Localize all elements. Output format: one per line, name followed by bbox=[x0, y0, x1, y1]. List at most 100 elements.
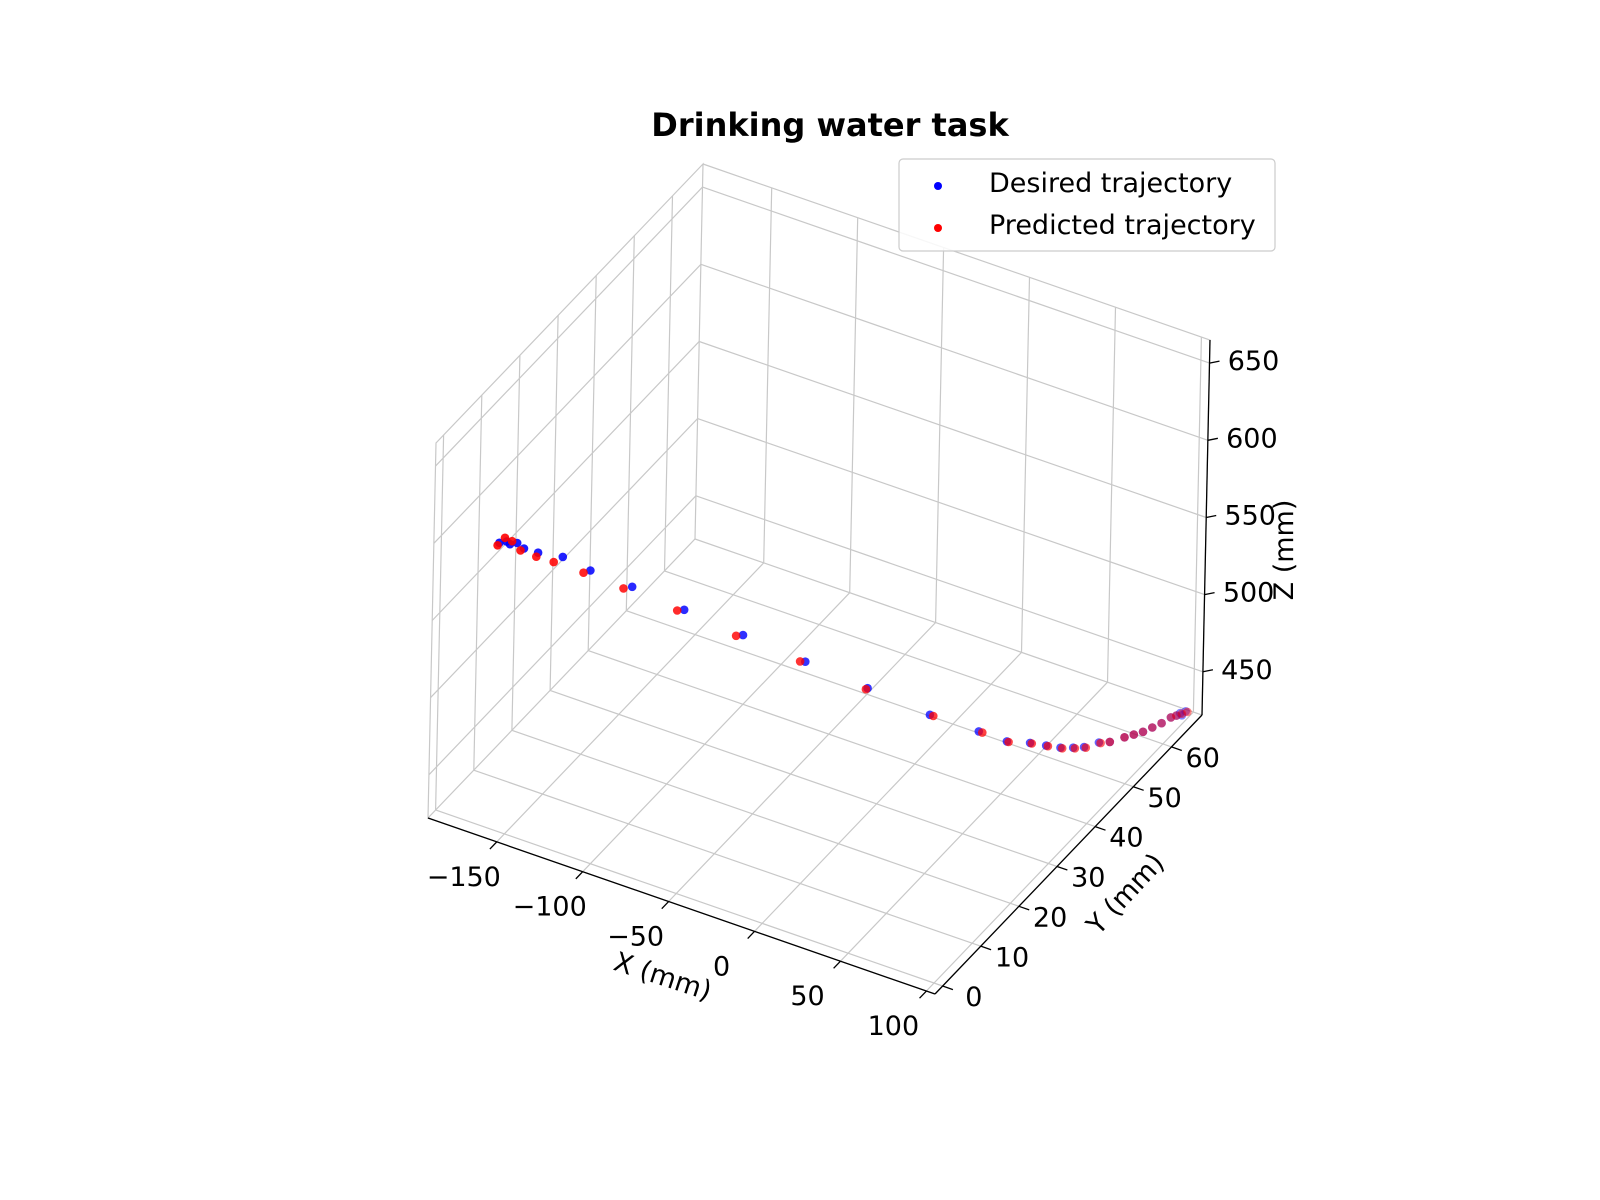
predicted-point-11 bbox=[861, 684, 871, 694]
y-tick-6 bbox=[1171, 746, 1183, 752]
x-axis-line bbox=[427, 817, 936, 995]
z-gridline-3 bbox=[433, 263, 1209, 544]
x-tick-4 bbox=[833, 960, 841, 969]
z-tick-label-4: 650 bbox=[1228, 346, 1280, 377]
y-gridline-4 bbox=[587, 275, 1096, 828]
x-tick-label-5: 100 bbox=[868, 1011, 920, 1042]
predicted-point-25 bbox=[1148, 723, 1157, 732]
y-tick-0 bbox=[942, 985, 954, 991]
predicted-point-1 bbox=[500, 533, 510, 543]
y-gridline-0 bbox=[434, 434, 943, 987]
predicted-point-26 bbox=[1157, 718, 1166, 728]
predicted-point-6 bbox=[579, 568, 588, 577]
y-tick-5 bbox=[1133, 786, 1144, 791]
y-tick-1 bbox=[980, 945, 992, 951]
z-gridline-1 bbox=[430, 417, 1205, 699]
desired-point-10 bbox=[738, 630, 748, 640]
z-tick-3 bbox=[1207, 437, 1218, 441]
x-tick-label-1: −100 bbox=[513, 892, 587, 923]
x-tick-1 bbox=[575, 871, 584, 880]
y-tick-4 bbox=[1094, 825, 1106, 831]
predicted-point-2 bbox=[507, 536, 517, 546]
predicted-point-13 bbox=[978, 728, 987, 737]
y-tick-3 bbox=[1056, 865, 1068, 871]
predicted-point-17 bbox=[1057, 744, 1067, 753]
y-tick-label-0: 0 bbox=[965, 982, 982, 1013]
z-tick-1 bbox=[1204, 591, 1215, 596]
x-gridline-2 bbox=[668, 247, 945, 902]
desired-point-7 bbox=[586, 566, 595, 575]
x-tick-3 bbox=[747, 930, 756, 939]
predicted-point-3 bbox=[516, 546, 525, 555]
x-gridline-5 bbox=[925, 336, 1202, 992]
x-tick-label-0: −150 bbox=[427, 862, 501, 893]
z-tick-label-2: 550 bbox=[1224, 501, 1276, 532]
predicted-point-4 bbox=[532, 552, 541, 561]
series-1 bbox=[493, 533, 1192, 753]
x-tick-label-2: −50 bbox=[607, 921, 664, 952]
z-gridline-2 bbox=[431, 340, 1207, 621]
predicted-point-9 bbox=[731, 631, 741, 641]
z-tick-label-1: 500 bbox=[1223, 578, 1275, 609]
predicted-point-27 bbox=[1166, 713, 1176, 722]
z-axis-label: Z (mm) bbox=[1269, 500, 1300, 601]
x-axis-label: X (mm) bbox=[610, 947, 715, 1008]
legend-label-predicted: Predicted trajectory bbox=[989, 210, 1256, 241]
x-tick-0 bbox=[489, 841, 498, 850]
z-axis-line bbox=[1201, 339, 1211, 716]
predicted-point-12 bbox=[929, 711, 938, 721]
predicted-point-20 bbox=[1096, 738, 1105, 748]
desired-point-31 bbox=[1177, 711, 1187, 720]
desired-point-6 bbox=[558, 552, 568, 562]
y-tick-2 bbox=[1018, 905, 1030, 911]
predicted-point-14 bbox=[1004, 737, 1013, 747]
z-tick-label-3: 600 bbox=[1226, 423, 1278, 454]
z-tick-4 bbox=[1209, 360, 1220, 364]
z-tick-0 bbox=[1202, 669, 1214, 673]
predicted-point-22 bbox=[1120, 733, 1129, 742]
y-gridline-3 bbox=[549, 315, 1058, 868]
y-gridline-6 bbox=[663, 195, 1172, 748]
axes-layer: −150−100−5005010001020304050604505005506… bbox=[427, 339, 1280, 1042]
predicted-point-29 bbox=[1177, 709, 1187, 718]
y-tick-label-1: 10 bbox=[995, 942, 1029, 973]
desired-point-32 bbox=[1181, 707, 1190, 716]
x-tick-2 bbox=[661, 901, 670, 910]
desired-point-9 bbox=[679, 605, 689, 615]
legend-marker-desired bbox=[934, 182, 942, 190]
predicted-point-15 bbox=[1027, 739, 1037, 748]
y-tick-label-3: 30 bbox=[1071, 863, 1105, 894]
z-tick-label-0: 450 bbox=[1221, 655, 1273, 686]
x-gridline-4 bbox=[840, 307, 1117, 962]
z-gridline-4 bbox=[435, 186, 1210, 467]
predicted-point-19 bbox=[1081, 743, 1091, 752]
y-axis-line bbox=[934, 714, 1203, 995]
predicted-point-16 bbox=[1043, 741, 1053, 751]
y-gridline-1 bbox=[473, 395, 981, 947]
y-tick-label-6: 60 bbox=[1186, 743, 1220, 774]
predicted-point-7 bbox=[619, 584, 628, 593]
predicted-point-21 bbox=[1105, 737, 1115, 747]
y-tick-label-2: 20 bbox=[1033, 903, 1067, 934]
y-tick-label-4: 40 bbox=[1109, 823, 1143, 854]
desired-point-30 bbox=[1175, 708, 1185, 718]
predicted-point-5 bbox=[549, 557, 558, 567]
chart-title: Drinking water task bbox=[651, 106, 1009, 144]
z-gridline-0 bbox=[428, 495, 1204, 776]
predicted-point-24 bbox=[1138, 727, 1148, 737]
legend-label-desired: Desired trajectory bbox=[989, 168, 1232, 199]
back-pane-edge bbox=[427, 162, 704, 819]
z-tick-2 bbox=[1206, 514, 1217, 519]
y-tick-label-5: 50 bbox=[1147, 783, 1181, 814]
predicted-point-0 bbox=[493, 541, 502, 550]
x-tick-label-3: 0 bbox=[713, 951, 730, 982]
x-gridline-0 bbox=[496, 187, 773, 843]
x-gridline-3 bbox=[754, 277, 1031, 932]
predicted-point-8 bbox=[672, 606, 682, 615]
y-gridline-2 bbox=[511, 355, 1020, 907]
predicted-point-23 bbox=[1129, 730, 1139, 739]
desired-point-8 bbox=[627, 582, 637, 592]
legend: Desired trajectory Predicted trajectory bbox=[898, 158, 1276, 252]
scatter-points-layer bbox=[493, 533, 1192, 753]
